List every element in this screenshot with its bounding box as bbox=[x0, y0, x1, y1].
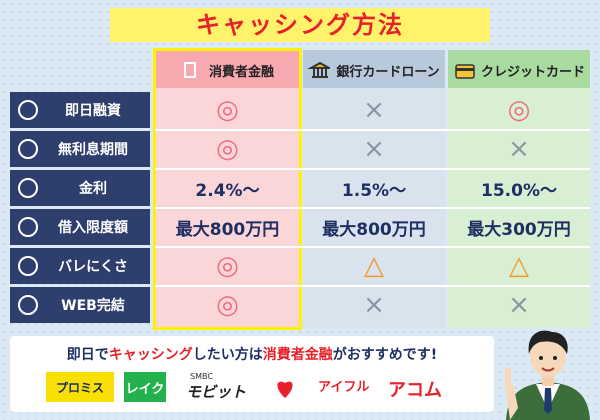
column-header: 銀行カードローン bbox=[303, 52, 445, 88]
row-icon bbox=[18, 139, 38, 159]
table-cell: ◎ bbox=[216, 134, 239, 164]
row-divider bbox=[155, 129, 590, 131]
table-cell: ◎ bbox=[216, 95, 239, 125]
row-divider bbox=[155, 168, 590, 170]
table-cell: 1.5%〜 bbox=[341, 180, 407, 201]
row-label: WEB完結 bbox=[10, 287, 150, 323]
table-cell: 最大300万円 bbox=[467, 219, 571, 240]
message-part: がおすすめです! bbox=[332, 347, 438, 363]
col-bg bbox=[155, 50, 300, 328]
column-header: 消費者金融 bbox=[155, 52, 300, 88]
row-icon bbox=[18, 256, 38, 276]
row-label: 金利 bbox=[10, 170, 150, 206]
row-icon bbox=[18, 178, 38, 198]
row-divider bbox=[155, 207, 590, 209]
column-icon bbox=[183, 62, 196, 78]
row-label-text: 借入限度額 bbox=[58, 220, 128, 236]
col-bg bbox=[303, 50, 445, 328]
table-cell: 最大800万円 bbox=[175, 219, 280, 240]
column-header-text: 消費者金融 bbox=[208, 64, 274, 80]
table-cell: △ bbox=[364, 251, 384, 281]
column-icon bbox=[455, 64, 475, 79]
logo: プロミス bbox=[46, 372, 114, 402]
highlight-border bbox=[153, 48, 302, 330]
column-header: クレジットカード bbox=[448, 52, 590, 88]
footer-message: 即日でキャッシングしたい方は消費者金融がおすすめです! bbox=[10, 344, 494, 364]
logo: レイク bbox=[124, 372, 166, 402]
table-cell: 15.0%〜 bbox=[481, 180, 557, 201]
row-label-text: 無利息期間 bbox=[58, 142, 128, 158]
column-icon bbox=[308, 61, 331, 78]
logo: SMBC bbox=[190, 372, 213, 381]
column-header-text: 銀行カードローン bbox=[336, 64, 440, 80]
table-cell: × bbox=[363, 290, 385, 320]
logo-mark bbox=[277, 381, 293, 398]
row-divider bbox=[155, 285, 590, 287]
table-cell: × bbox=[508, 290, 530, 320]
row-icon bbox=[18, 100, 38, 120]
table-cell: 最大800万円 bbox=[322, 219, 426, 240]
table-cell: ◎ bbox=[216, 290, 239, 320]
logo: アイフル bbox=[318, 380, 370, 395]
row-label: バレにくさ bbox=[10, 248, 150, 284]
table-cell: 2.4%〜 bbox=[195, 180, 260, 201]
col-bg bbox=[448, 50, 590, 328]
table-cell: × bbox=[363, 95, 385, 125]
message-part: したい方は bbox=[192, 347, 263, 363]
table-cell: × bbox=[363, 134, 385, 164]
person-illustration bbox=[505, 330, 590, 420]
row-label-text: 即日融資 bbox=[65, 103, 121, 119]
row-label-text: 金利 bbox=[79, 181, 107, 197]
logo: アコム bbox=[388, 380, 442, 401]
col-head-bg bbox=[155, 50, 300, 88]
row-label-text: WEB完結 bbox=[61, 298, 125, 314]
column-header-text: クレジットカード bbox=[480, 64, 585, 80]
row-divider bbox=[155, 246, 590, 248]
table-cell: △ bbox=[509, 251, 529, 281]
row-label: 即日融資 bbox=[10, 92, 150, 128]
table-cell: × bbox=[508, 134, 530, 164]
row-label: 無利息期間 bbox=[10, 131, 150, 167]
row-icon bbox=[18, 295, 38, 315]
table-cell: ◎ bbox=[507, 95, 531, 125]
message-part: 即日で bbox=[66, 347, 109, 363]
table-cell: ◎ bbox=[216, 251, 239, 281]
title: キャッシング方法 bbox=[110, 8, 490, 42]
row-label: 借入限度額 bbox=[10, 209, 150, 245]
logo: モビット bbox=[186, 383, 247, 401]
row-label-text: バレにくさ bbox=[58, 259, 128, 275]
message-part: キャッシング bbox=[108, 347, 193, 363]
row-icon bbox=[18, 217, 38, 237]
message-part: 消費者金融 bbox=[262, 347, 333, 363]
